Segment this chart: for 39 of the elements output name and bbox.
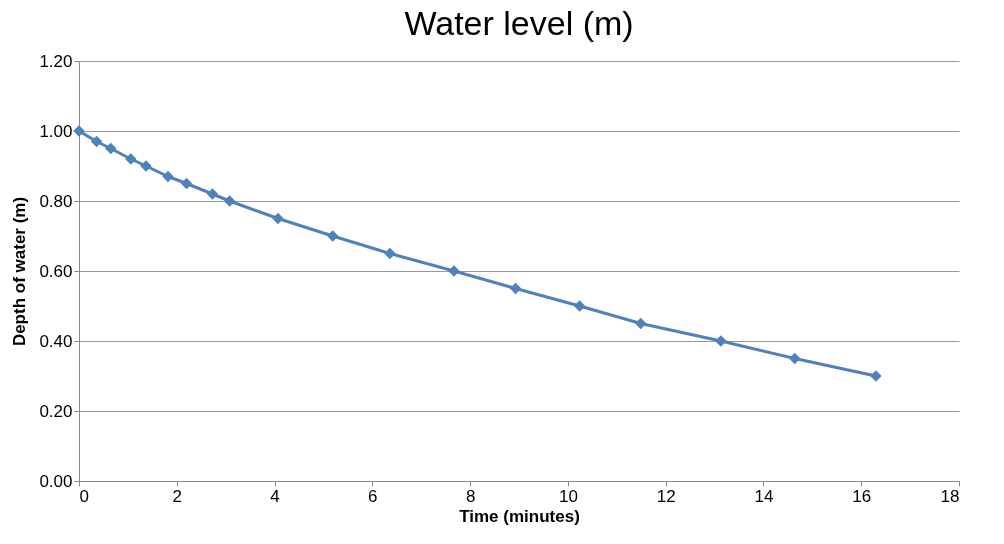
point [125, 153, 137, 165]
point [90, 135, 103, 148]
point [73, 125, 85, 137]
x-tick-label: 2 [172, 486, 183, 506]
x-tick-label: 4 [270, 486, 280, 506]
x-tick-label: 6 [368, 486, 378, 506]
x-tick-label: 14 [754, 486, 774, 506]
point [140, 160, 152, 172]
y-axis-title: Depth of water (m) [10, 196, 30, 347]
x-tick-label: 16 [852, 486, 872, 506]
point [715, 335, 727, 347]
point [206, 188, 219, 200]
x-tick-label: 10 [558, 486, 578, 506]
y-tick-label: 0.20 [39, 401, 73, 421]
point [180, 177, 193, 190]
y-tick-label: 1.20 [39, 51, 73, 71]
point [384, 247, 396, 260]
x-tick-label: 0 [79, 486, 89, 506]
point [870, 370, 882, 382]
point [105, 142, 117, 155]
x-tick-label: 18 [940, 486, 960, 506]
point [162, 170, 174, 183]
point [448, 265, 460, 277]
y-tick-label: 0.40 [39, 331, 73, 351]
y-tick-label: 1.00 [39, 121, 73, 141]
point [327, 230, 339, 242]
point [509, 282, 522, 295]
point [223, 195, 236, 207]
point [789, 352, 801, 365]
point [573, 300, 586, 312]
chart-title: Water level (m) [404, 4, 634, 42]
x-tick-label: 8 [465, 486, 476, 506]
x-axis-title: Time (minutes) [459, 506, 580, 526]
x-tick-label: 12 [656, 486, 676, 506]
y-tick-label: 0.60 [39, 261, 73, 281]
point [635, 317, 647, 330]
y-tick-label: 0.80 [39, 191, 73, 211]
point [272, 212, 284, 225]
y-tick-label: 0.00 [39, 471, 73, 491]
